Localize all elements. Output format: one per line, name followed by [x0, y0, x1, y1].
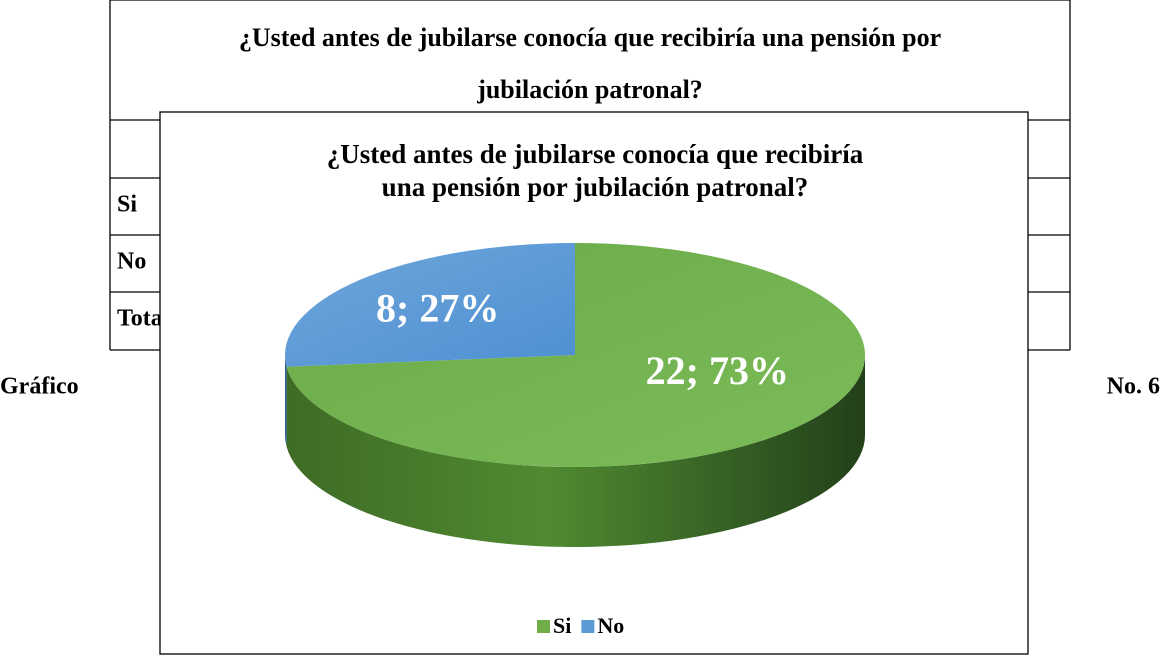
chart-title: ¿Usted antes de jubilarse conocía que re… — [327, 139, 864, 169]
data-label: 8; 27% — [376, 285, 499, 330]
pie-slice — [285, 243, 575, 367]
pie: 22; 73% 8; 27% — [285, 243, 866, 548]
chart-title: una pensión por jubilación patronal? — [382, 172, 809, 202]
pie-slice — [286, 243, 866, 468]
legend-label: No — [597, 613, 624, 638]
data-label: 22; 73% — [646, 348, 789, 393]
legend-swatch — [581, 620, 595, 633]
legend-label: Si — [553, 613, 571, 638]
row-label: Si — [117, 192, 137, 218]
pie-side — [286, 355, 866, 548]
legend-swatch — [537, 620, 550, 633]
table-title: ¿Usted antes de jubilarse conocía que re… — [239, 23, 941, 52]
caption: No. 6 — [1107, 374, 1160, 400]
caption: Gráfico — [0, 374, 79, 400]
table-title: jubilación patronal? — [476, 75, 703, 104]
row-label: No — [117, 249, 146, 275]
pie-side — [285, 355, 287, 447]
